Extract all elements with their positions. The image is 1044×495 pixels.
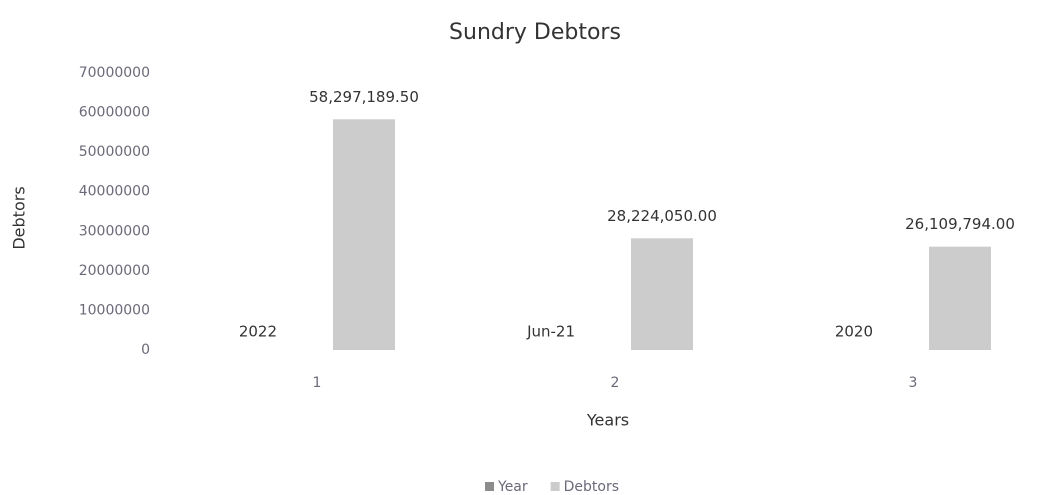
data-label: 2020 [835,322,873,340]
y-tick-label: 50000000 [79,144,150,160]
data-label: 26,109,794.00 [905,215,1015,233]
legend-label: Year [497,479,528,495]
y-tick-label: 30000000 [79,223,150,239]
x-axis-label: Years [586,411,629,430]
x-tick-label: 3 [909,375,918,391]
y-axis-label: Debtors [10,186,29,249]
data-label: 2022 [239,322,277,340]
data-label: 58,297,189.50 [309,88,419,106]
x-tick-label: 1 [313,375,322,391]
x-tick-label: 2 [611,375,620,391]
y-tick-label: 10000000 [79,302,150,318]
legend-swatch [550,482,560,491]
bar [631,238,693,350]
legend-label: Debtors [564,479,619,495]
data-label: Jun-21 [526,323,575,341]
chart-title: Sundry Debtors [449,20,621,45]
bar [929,246,991,350]
data-label: 28,224,050.00 [607,207,717,225]
y-tick-label: 60000000 [79,105,150,121]
y-tick-label: 40000000 [79,184,150,200]
bar [333,119,395,350]
legend-swatch [485,482,494,491]
y-tick-label: 0 [141,342,150,358]
y-tick-label: 20000000 [79,263,150,279]
y-tick-label: 70000000 [79,65,150,81]
